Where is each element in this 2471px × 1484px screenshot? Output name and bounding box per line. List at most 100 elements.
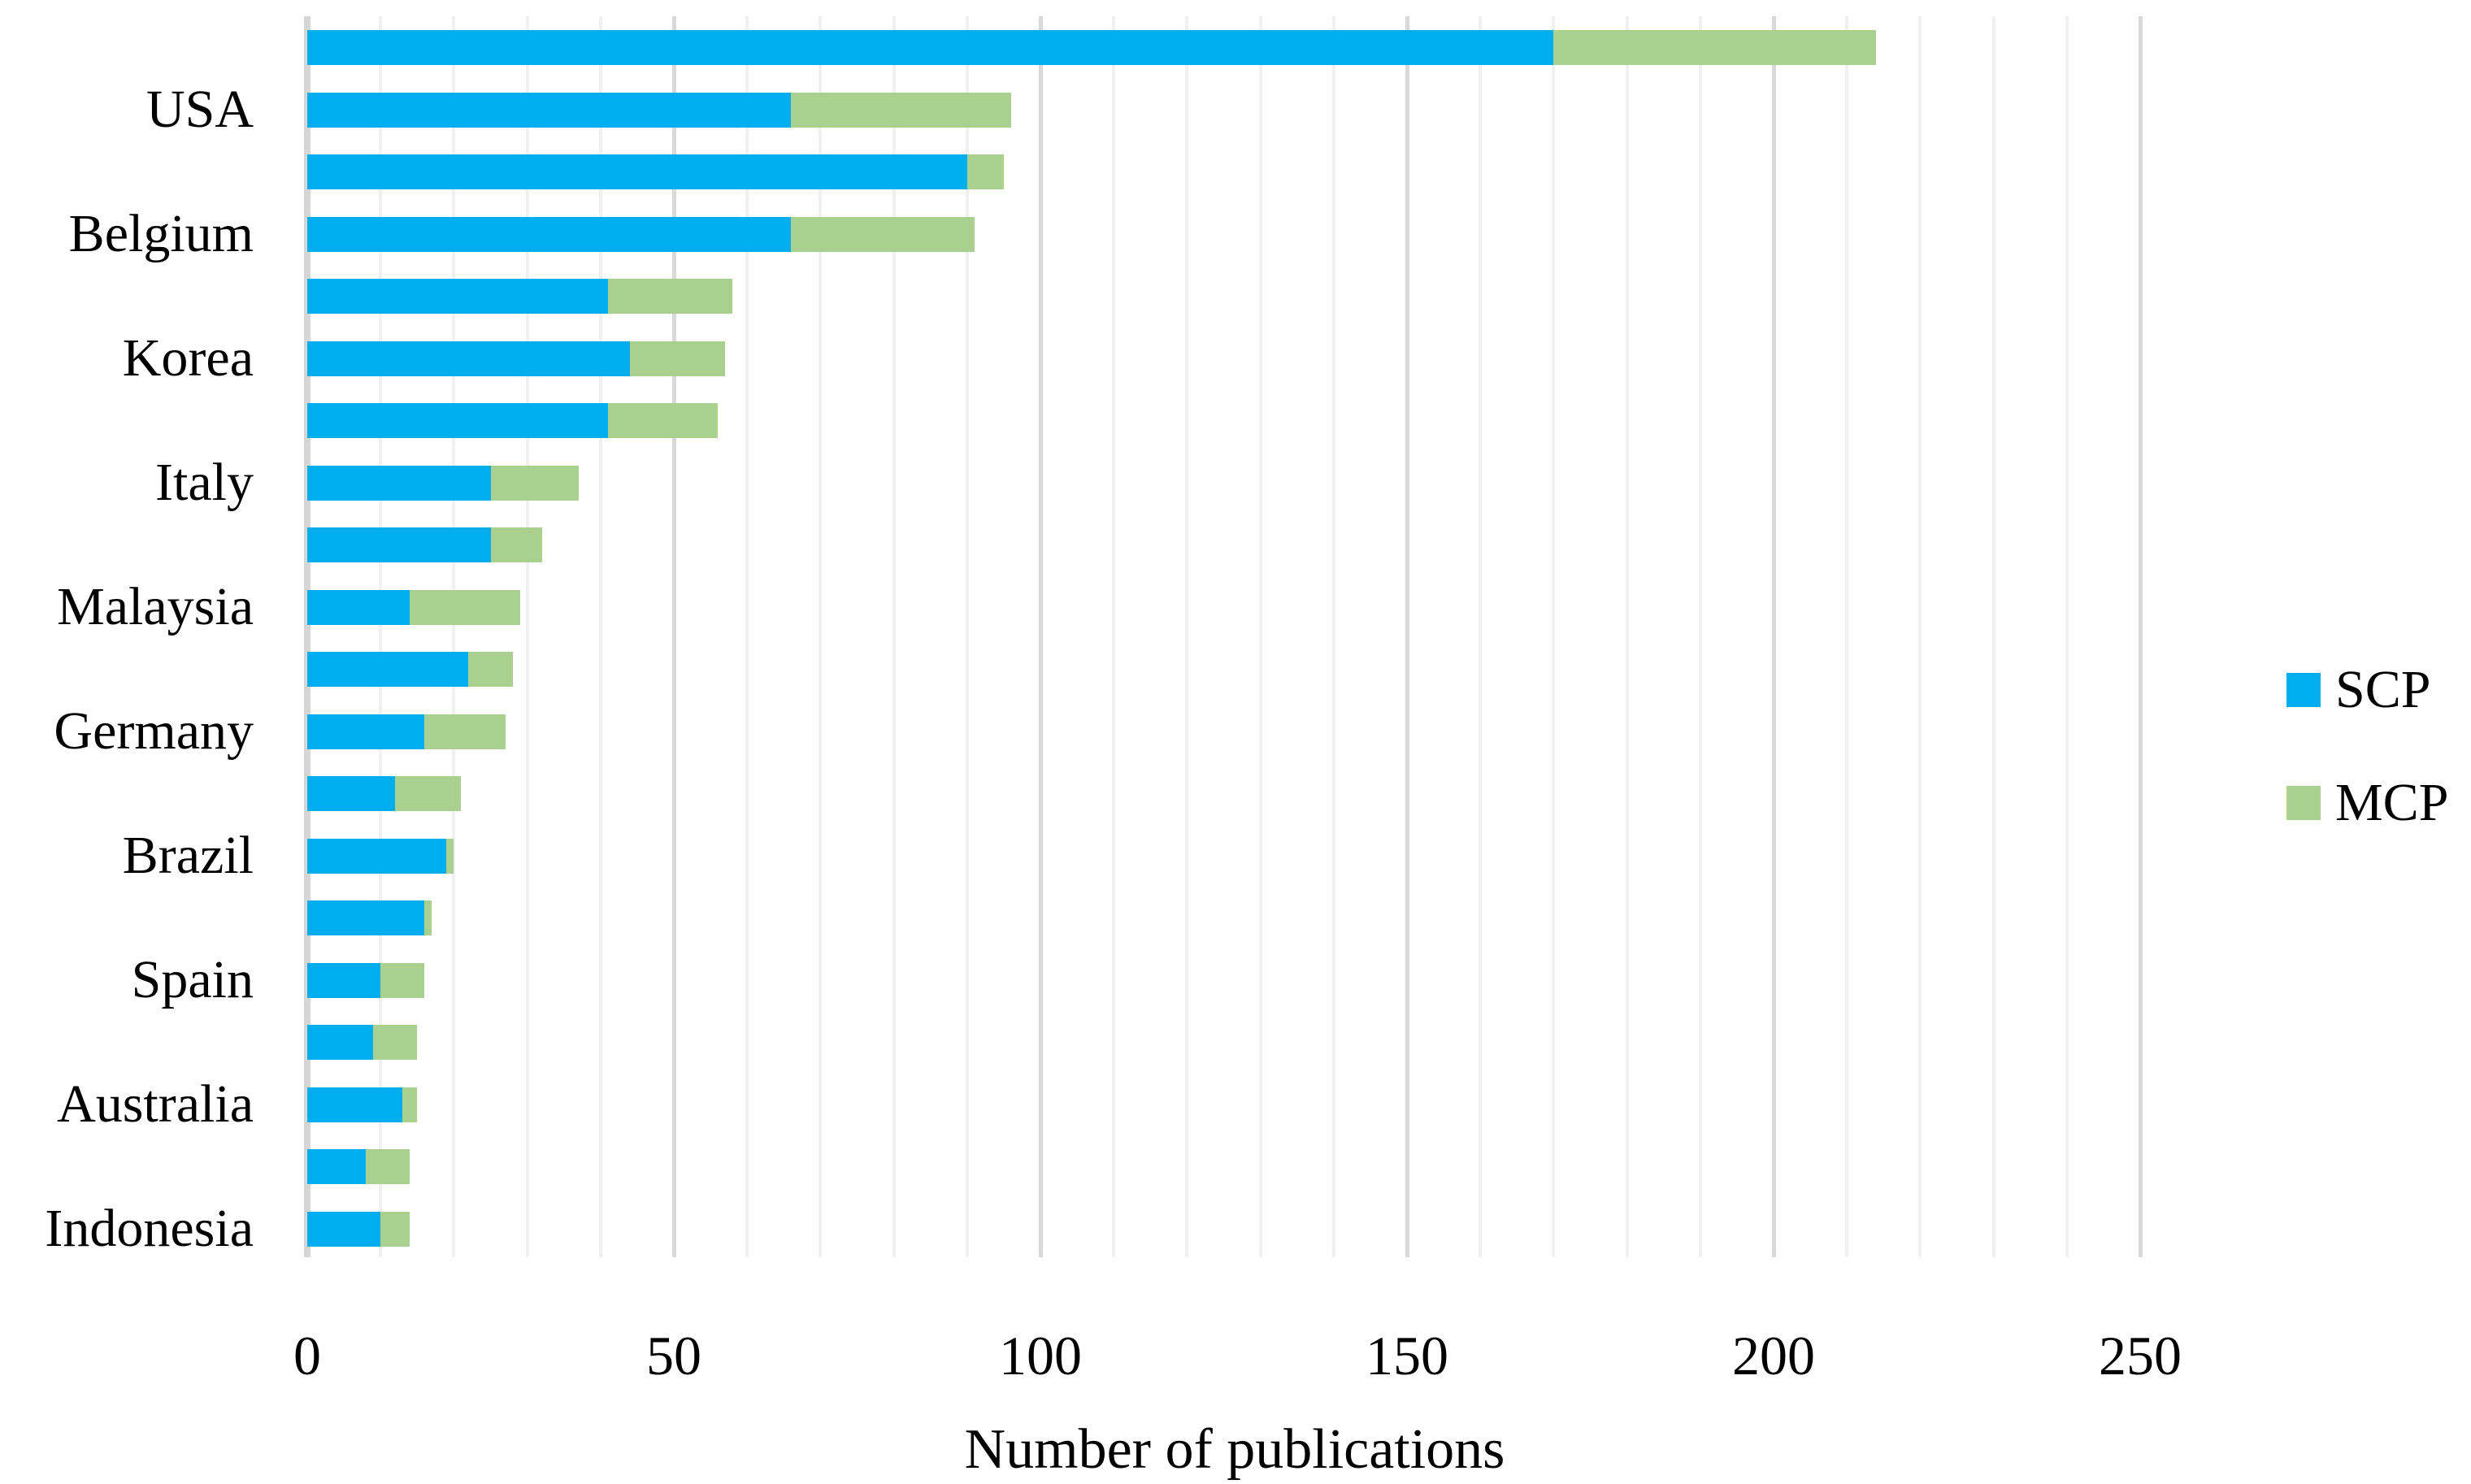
mcp-segment <box>791 92 1011 128</box>
gridline-100 <box>1039 16 1043 1257</box>
bar-rank-11 <box>307 652 513 687</box>
gridline-180 <box>1625 16 1629 1257</box>
x-tick-50: 50 <box>646 1325 701 1386</box>
gridline-80 <box>892 16 896 1257</box>
scp-segment <box>307 900 425 935</box>
gridline-120 <box>1185 16 1189 1257</box>
mcp-segment <box>373 1025 418 1060</box>
scp-segment <box>307 403 608 438</box>
bar-rank-17 <box>307 1025 418 1060</box>
bar-rank-9 <box>307 527 542 562</box>
gridline-250 <box>2139 16 2143 1257</box>
category-label-australia: Australia <box>57 1074 254 1134</box>
scp-segment <box>307 962 381 998</box>
mcp-segment <box>791 216 975 252</box>
mcp-segment <box>446 838 454 874</box>
bar-Korea <box>307 341 726 376</box>
bar-rank-5 <box>307 279 733 314</box>
mcp-segment <box>366 1149 410 1184</box>
mcp-segment <box>402 1087 418 1122</box>
x-tick-100: 100 <box>999 1325 1082 1386</box>
scp-swatch-icon <box>2286 673 2321 707</box>
mcp-segment <box>490 527 542 562</box>
category-label-korea: Korea <box>122 328 254 388</box>
gridline-220 <box>1918 16 1922 1257</box>
scp-segment <box>307 341 630 376</box>
category-label-italy: Italy <box>155 453 254 512</box>
bar-Germany <box>307 714 506 749</box>
gridline-170 <box>1552 16 1556 1257</box>
legend-label-scp: SCP <box>2335 660 2431 719</box>
bar-Indonesia <box>307 1211 410 1247</box>
bar-USA <box>307 92 1011 128</box>
scp-segment <box>307 714 425 749</box>
mcp-segment <box>629 341 726 376</box>
x-axis-title: Number of publications <box>964 1418 1505 1481</box>
category-label-malaysia: Malaysia <box>57 577 254 636</box>
mcp-segment <box>607 279 733 314</box>
x-tick-150: 150 <box>1366 1325 1448 1386</box>
bar-Belgium <box>307 216 975 252</box>
gridline-200 <box>1772 16 1776 1257</box>
gridline-240 <box>2065 16 2069 1257</box>
mcp-swatch-icon <box>2286 786 2321 820</box>
category-label-brazil: Brazil <box>122 826 254 885</box>
mcp-segment <box>607 403 719 438</box>
bar-rank-13 <box>307 776 462 811</box>
bar-rank-19 <box>307 1149 410 1184</box>
category-label-germany: Germany <box>54 701 254 761</box>
gridline-40 <box>598 16 602 1257</box>
gridline-20 <box>452 16 456 1257</box>
bar-Malaysia <box>307 589 520 625</box>
category-label-belgium: Belgium <box>68 204 254 263</box>
scp-segment <box>307 279 608 314</box>
gridline-160 <box>1479 16 1483 1257</box>
gridline-230 <box>1991 16 1995 1257</box>
scp-segment <box>307 1087 403 1122</box>
scp-segment <box>307 652 469 687</box>
scp-segment <box>307 589 410 625</box>
mcp-segment <box>395 776 462 811</box>
scp-segment <box>307 465 491 501</box>
x-tick-250: 250 <box>2099 1325 2182 1386</box>
legend-label-mcp: MCP <box>2335 773 2449 832</box>
gridline-190 <box>1698 16 1702 1257</box>
mcp-segment <box>380 1211 410 1247</box>
x-tick-200: 200 <box>1732 1325 1815 1386</box>
bar-Italy <box>307 465 579 501</box>
gridline-140 <box>1331 16 1335 1257</box>
scp-segment <box>307 776 396 811</box>
scp-segment <box>307 92 792 128</box>
gridline-130 <box>1258 16 1262 1257</box>
gridline-90 <box>965 16 969 1257</box>
category-label-usa: USA <box>145 80 254 139</box>
mcp-segment <box>380 962 425 998</box>
scp-segment <box>307 154 967 189</box>
bar-rank-3 <box>307 154 1004 189</box>
scp-segment <box>307 216 792 252</box>
scp-segment <box>307 838 447 874</box>
scp-segment <box>307 30 1554 65</box>
bar-rank-7 <box>307 403 719 438</box>
mcp-segment <box>1553 30 1877 65</box>
scp-segment <box>307 1025 374 1060</box>
gridline-30 <box>525 16 529 1257</box>
mcp-segment <box>490 465 579 501</box>
bar-Spain <box>307 962 425 998</box>
gridline-150 <box>1405 16 1409 1257</box>
category-axis-labels: USA Belgium Korea Italy Malaysia Germany Brazi… <box>0 16 254 1257</box>
value-axis-line <box>304 16 311 1257</box>
legend-item-mcp: MCP <box>2286 769 2448 837</box>
plot-area <box>304 16 2162 1257</box>
category-label-indonesia: Indonesia <box>45 1199 254 1258</box>
gridline-110 <box>1112 16 1116 1257</box>
mcp-segment <box>424 714 506 749</box>
mcp-segment <box>966 154 1004 189</box>
mcp-segment <box>410 589 520 625</box>
category-label-spain: Spain <box>131 950 254 1009</box>
bar-Australia <box>307 1087 418 1122</box>
gridline-60 <box>745 16 749 1257</box>
scp-segment <box>307 1149 367 1184</box>
scp-segment <box>307 527 491 562</box>
gridline-10 <box>379 16 383 1257</box>
